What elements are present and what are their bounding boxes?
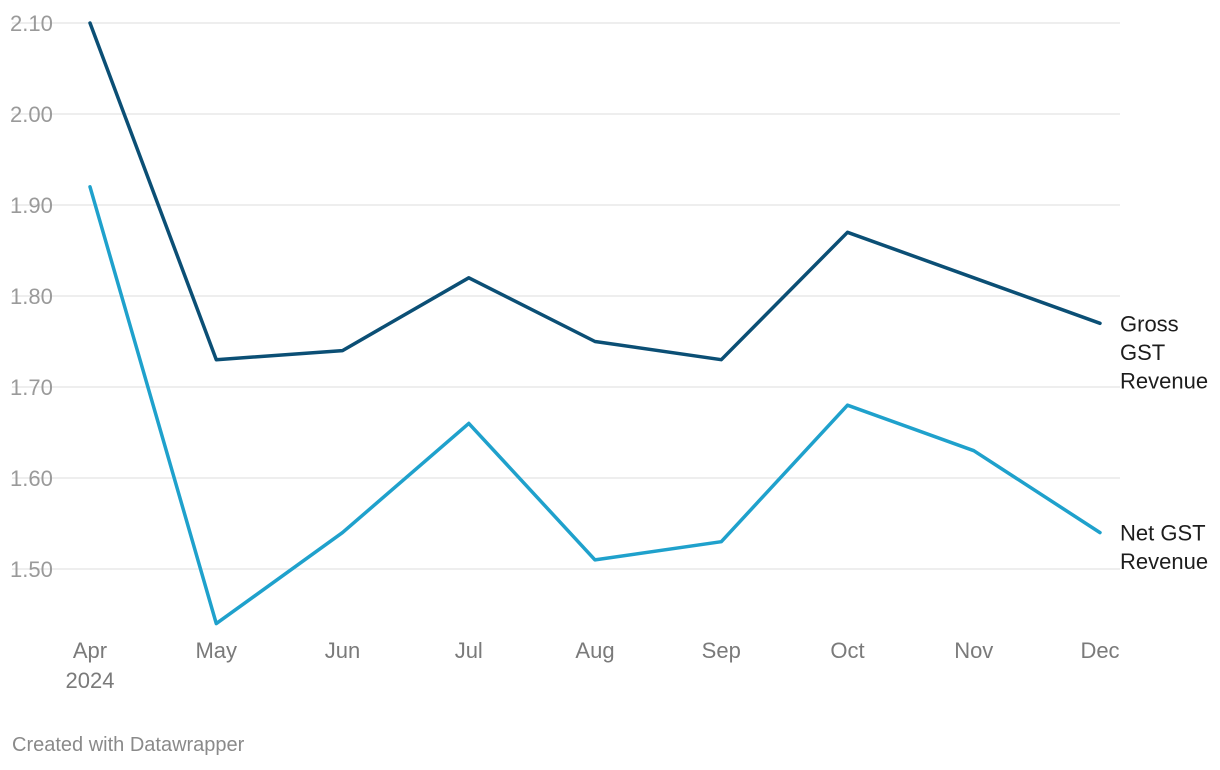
series-label-line: Gross	[1120, 311, 1179, 336]
y-tick-label: 2.00	[10, 102, 53, 127]
series-line-gross-gst-revenue	[88, 21, 1102, 362]
series-label-line: Net GST	[1120, 521, 1206, 546]
y-tick-label: 1.70	[10, 375, 53, 400]
datawrapper-credit: Created with Datawrapper	[12, 734, 245, 756]
x-tick-label: Nov	[954, 638, 993, 663]
series-label-line: GST	[1120, 340, 1165, 365]
series-labels: Gross GST Revenue Net GST Revenue	[1120, 311, 1208, 574]
x-tick-label: Oct	[830, 638, 864, 663]
x-tick-year-label: 2024	[66, 668, 115, 693]
y-tick-label: 1.80	[10, 284, 53, 309]
x-tick-label: May	[195, 638, 237, 663]
x-tick-label: Apr	[73, 638, 107, 663]
series-line-net-gst-revenue	[88, 185, 1102, 626]
y-tick-label: 2.10	[10, 11, 53, 36]
series-label-line: Revenue	[1120, 549, 1208, 574]
x-tick-label: Sep	[702, 638, 741, 663]
x-tick-label: Jul	[455, 638, 483, 663]
y-tick-label: 1.50	[10, 557, 53, 582]
y-tick-label: 1.90	[10, 193, 53, 218]
y-axis-tick-labels: 2.10 2.00 1.90 1.80 1.70 1.60 1.50	[10, 11, 53, 582]
x-tick-label: Jun	[325, 638, 360, 663]
y-tick-label: 1.60	[10, 466, 53, 491]
series-label-net-gst-revenue: Net GST Revenue	[1120, 521, 1208, 575]
series-label-gross-gst-revenue: Gross GST Revenue	[1120, 311, 1208, 393]
x-axis-tick-labels: Apr May Jun Jul Aug Sep Oct Nov Dec 2024	[66, 638, 1120, 693]
x-tick-label: Dec	[1080, 638, 1119, 663]
gridlines	[12, 22, 1120, 570]
x-tick-label: Aug	[575, 638, 614, 663]
series-lines	[88, 21, 1102, 626]
series-label-line: Revenue	[1120, 368, 1208, 393]
